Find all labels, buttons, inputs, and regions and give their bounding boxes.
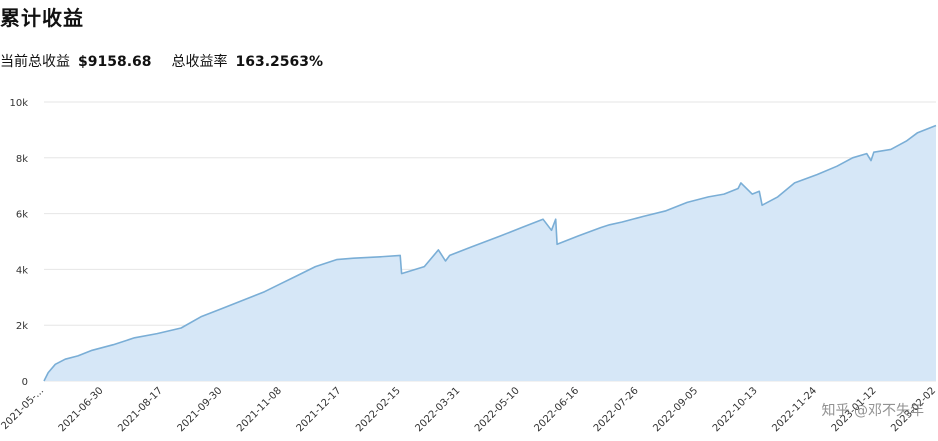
x-tick-label: 2022-06-16 [532, 385, 581, 434]
y-tick-label: 0 [22, 377, 28, 388]
x-tick-label: 2021-12-17 [295, 385, 344, 434]
x-tick-label: 2021-09-30 [176, 385, 225, 434]
y-tick-label: 2k [16, 321, 28, 332]
page-title: 累计收益 [0, 6, 84, 30]
x-tick-label: 2021-05-... [0, 385, 46, 432]
x-tick-label: 2022-03-31 [414, 385, 463, 434]
current-total-value: $9158.68 [78, 54, 152, 70]
series-area [44, 125, 936, 381]
cumulative-return-chart: 0 2k 4k 6k 8k 10k 2021-05-... 2021-06-30 2021-08… [0, 98, 938, 434]
x-tick-label: 2021-06-30 [57, 385, 106, 434]
y-tick-label: 10k [9, 98, 28, 109]
y-tick-label: 8k [16, 154, 28, 165]
watermark-text: 知乎 @邓不失年 [821, 403, 924, 419]
x-tick-label: 2021-11-08 [235, 385, 284, 434]
x-tick-label: 2022-10-13 [711, 385, 760, 434]
series-line [43, 124, 937, 382]
x-tick-label: 2022-02-15 [354, 385, 403, 434]
y-tick-label: 4k [16, 265, 28, 276]
current-total-label: 当前总收益 [0, 54, 70, 70]
x-tick-label: 2022-05-10 [473, 385, 522, 434]
summary-row: 当前总收益 $9158.68 总收益率 163.2563% [0, 51, 323, 71]
x-tick-label: 2022-07-26 [592, 385, 641, 434]
x-tick-label: 2022-11-24 [770, 385, 819, 434]
total-rate-value: 163.2563% [235, 54, 324, 70]
x-tick-label: 2022-09-05 [651, 385, 700, 434]
y-tick-label: 6k [16, 210, 28, 221]
x-tick-label: 2021-08-17 [116, 385, 165, 434]
total-rate-label: 总收益率 [171, 54, 228, 70]
